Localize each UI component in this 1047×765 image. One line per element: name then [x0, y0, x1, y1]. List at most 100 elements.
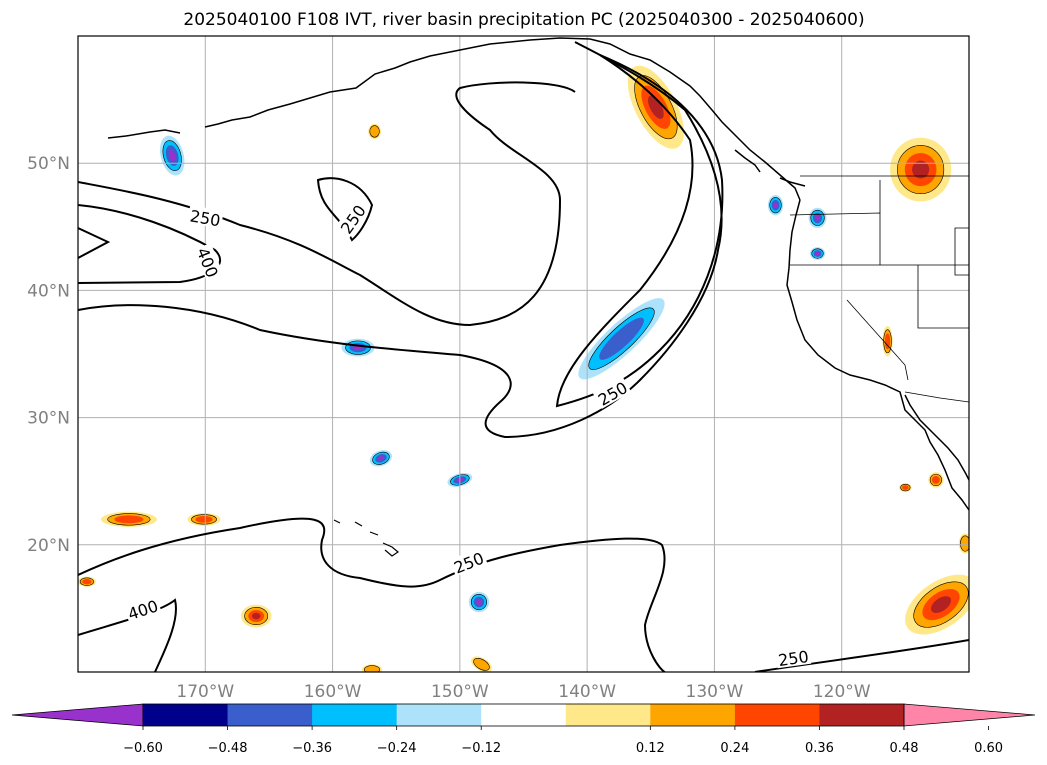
colorbar-bin-2 — [312, 704, 398, 726]
ivt-contour-250-southeast — [754, 639, 969, 672]
colorbar-tick-label-9: 0.60 — [974, 741, 1003, 756]
negative-pc-region-8 — [809, 247, 826, 260]
pc-level-1 — [473, 658, 490, 671]
north-american-coastline — [786, 199, 969, 511]
contour-label-6: 250 — [775, 645, 812, 670]
y-tick-label-0: 50°N — [27, 154, 70, 174]
pc-level-3 — [377, 456, 385, 461]
colorbar-bin-8 — [819, 704, 905, 726]
x-tick-label-1: 160°W — [304, 682, 362, 702]
negative-pc-region-6 — [767, 195, 784, 216]
british-columbia-islands — [734, 149, 806, 187]
pc-level-2 — [931, 475, 940, 484]
political-borders — [789, 175, 969, 403]
positive-pc-region-15 — [78, 576, 96, 587]
colorbar-bin-6 — [650, 704, 736, 726]
colorbar-extend-min — [11, 703, 144, 727]
colorbar-tick-label-0: −0.60 — [123, 741, 163, 756]
y-tick-label-1: 40°N — [27, 281, 70, 301]
pc-level-3 — [773, 202, 778, 209]
pc-level-3 — [912, 160, 930, 179]
negative-pc-region-2 — [369, 450, 393, 467]
contour-label-bg — [187, 205, 224, 229]
coastlines — [107, 37, 969, 557]
x-tick-label-0: 170°W — [176, 682, 234, 702]
positive-pc-region-14 — [187, 513, 221, 526]
us-mexico-border — [904, 391, 969, 403]
contour-label-bg — [123, 594, 162, 623]
colorbar-bin-4 — [481, 704, 567, 726]
x-tick-label-2: 150°W — [431, 682, 489, 702]
negative-pc-region-7 — [808, 207, 827, 229]
negative-pc-region-5 — [578, 298, 665, 380]
pc-level-3 — [815, 215, 821, 221]
ivt-contour-400-tropics — [78, 598, 177, 672]
pc-level-3 — [168, 150, 176, 162]
ivt-contour-400-tip — [78, 227, 111, 259]
pc-level-2 — [82, 579, 92, 585]
colorbar-extend-max — [903, 703, 1036, 727]
pc-level-2 — [599, 317, 644, 360]
positive-pc-region-10 — [368, 123, 381, 140]
colorbar: −0.60 −0.48 −0.36 −0.24 −0.12 0.12 0.24 0.36 0.4… — [11, 703, 1036, 756]
alaska-coastline — [107, 37, 801, 201]
precipitation-pc-field — [78, 65, 969, 672]
ivt-contour-250-cutoff — [316, 177, 374, 242]
positive-pc-region-21 — [958, 533, 969, 554]
colorbar-tick-label-4: −0.12 — [461, 741, 501, 756]
ivt-contours — [78, 41, 969, 672]
positive-pc-region-11 — [890, 137, 952, 202]
colorbar-tick-label-6: 0.24 — [720, 741, 749, 756]
hawaii-islands — [333, 519, 400, 557]
pc-level-2 — [195, 516, 213, 523]
contour-label-5: 400 — [123, 594, 162, 624]
positive-pc-region-12 — [882, 326, 893, 357]
pc-level-2 — [902, 485, 909, 490]
colorbar-tick-label-7: 0.36 — [805, 741, 834, 756]
contour-label-bg — [592, 376, 632, 409]
pc-level-2 — [114, 515, 144, 524]
contour-label-bg — [334, 199, 370, 238]
ivt-contour-250-west — [78, 81, 576, 327]
pc-level-2 — [884, 333, 891, 350]
pc-level-3 — [815, 251, 820, 256]
graticule — [78, 36, 969, 672]
colorbar-tick-label-2: −0.36 — [292, 741, 332, 756]
colorbar-tick-label-8: 0.48 — [890, 741, 919, 756]
colorbar-bin-3 — [396, 704, 482, 726]
positive-pc-region-19 — [905, 574, 969, 635]
positive-pc-region-20 — [928, 472, 944, 488]
x-tick-label-4: 130°W — [686, 682, 744, 702]
contour-label-bg — [449, 546, 488, 577]
pc-level-1 — [960, 535, 969, 552]
contour-label-bg — [194, 242, 224, 282]
negative-pc-region-4 — [468, 591, 490, 613]
colorbar-bin-5 — [565, 704, 651, 726]
pc-level-3 — [648, 95, 664, 119]
contour-label-bg — [775, 645, 812, 669]
x-tick-label-5: 120°W — [813, 682, 871, 702]
pc-level-4 — [476, 600, 481, 605]
ivt-contour-250-tropics — [78, 517, 666, 672]
axis-tick-labels: 170°W 160°W 150°W 140°W 130°W 120°W 50°N 40°N 30… — [27, 154, 871, 702]
baja-peninsula-coastline — [904, 394, 969, 481]
positive-pc-region-22 — [898, 483, 912, 493]
us-state-lines — [789, 180, 969, 381]
y-tick-label-3: 20°N — [27, 536, 70, 556]
colorbar-tick-label-3: −0.24 — [377, 741, 417, 756]
contour-label-text: 250 — [777, 647, 810, 670]
positive-pc-region-13 — [100, 511, 157, 527]
x-tick-label-3: 140°W — [558, 682, 616, 702]
pc-level-3 — [251, 612, 261, 620]
ivt-contour-250-arc — [555, 54, 724, 408]
positive-pc-region-17 — [361, 664, 383, 672]
colorbar-tick-label-5: 0.12 — [636, 741, 665, 756]
colorbar-bin-0 — [143, 704, 229, 726]
pc-level-1 — [363, 665, 381, 672]
map-frame — [77, 35, 970, 673]
map-background — [78, 36, 969, 672]
pc-level-3 — [930, 596, 952, 613]
colorbar-bin-1 — [227, 704, 313, 726]
